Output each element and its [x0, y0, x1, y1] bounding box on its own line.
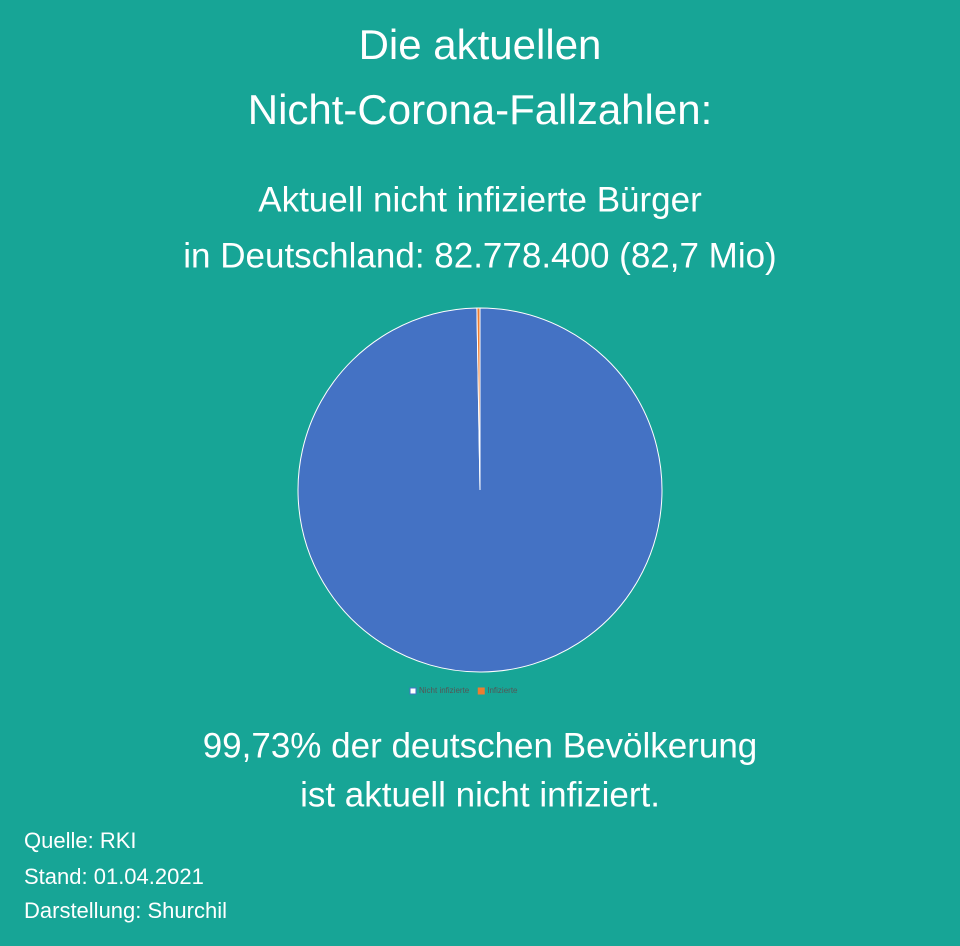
footer: Darstellung: Shurchil	[24, 898, 227, 923]
footer: Quelle: RKI	[24, 828, 137, 853]
pie-slice	[476, 307, 481, 491]
legend-swatch	[477, 687, 485, 695]
chart-title: Die aktuellen	[359, 21, 602, 68]
legend-swatch	[409, 687, 417, 695]
legend-label: Infizierte	[487, 686, 518, 695]
annotation: 99,73% der deutschen Bevölkerung	[203, 726, 758, 765]
footer: Stand: 01.04.2021	[24, 864, 204, 889]
annotation: ist aktuell nicht infiziert.	[300, 775, 660, 814]
legend-label: Nicht infizierte	[419, 686, 470, 695]
subtitle: Aktuell nicht infizierte Bürger	[258, 180, 702, 219]
subtitle: in Deutschland: 82.778.400 (82,7 Mio)	[183, 236, 776, 275]
chart-title: Nicht-Corona-Fallzahlen:	[248, 86, 713, 133]
